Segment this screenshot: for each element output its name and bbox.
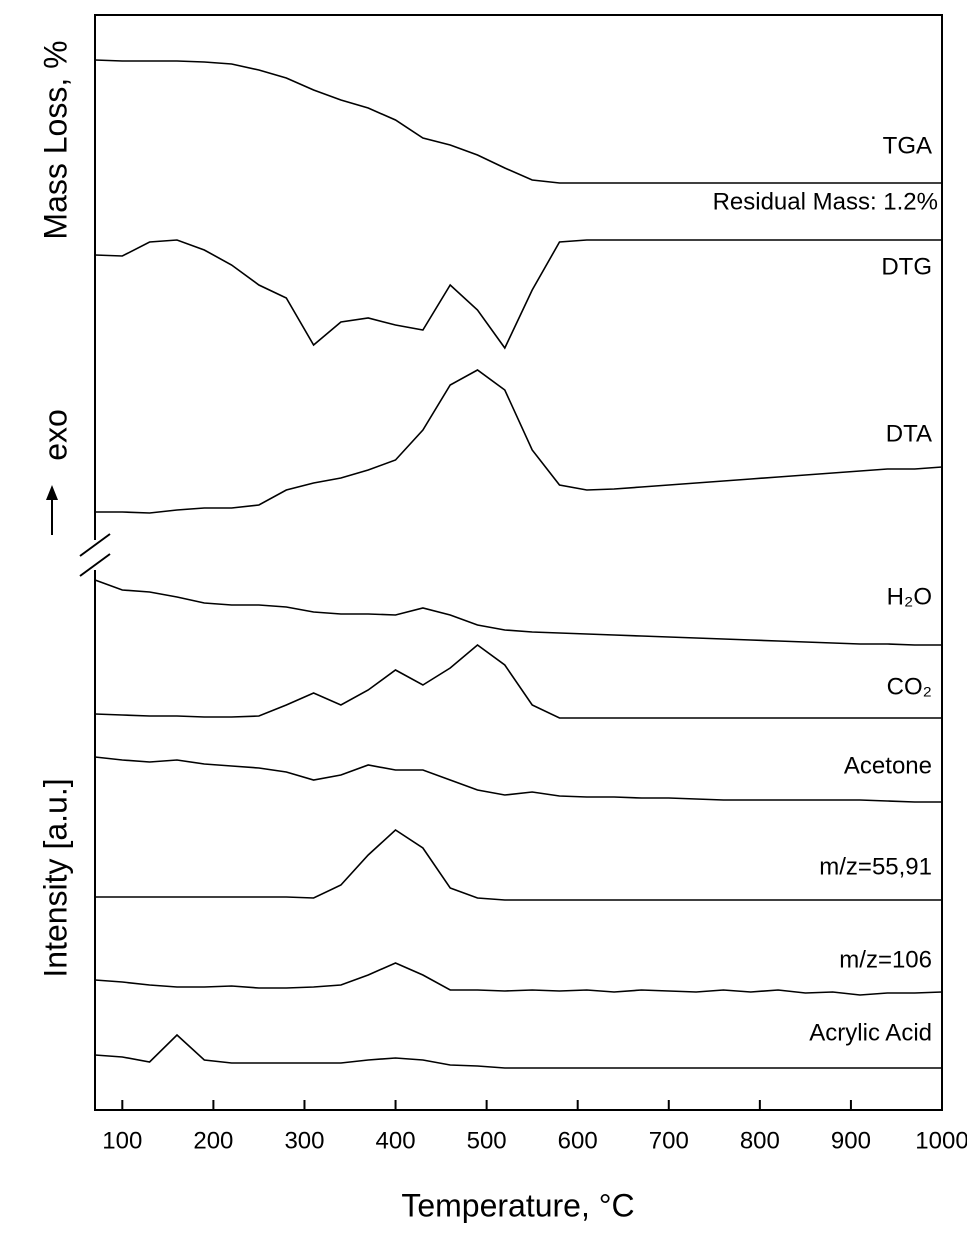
series-label: m/z=106	[839, 946, 932, 973]
x-tick-label: 200	[193, 1127, 233, 1154]
series-line	[94, 643, 942, 719]
series-label: DTA	[886, 420, 932, 447]
series-label: m/z=55,91	[819, 853, 932, 880]
x-tick-label: 500	[467, 1127, 507, 1154]
x-tick-label: 800	[740, 1127, 780, 1154]
series-line	[94, 579, 942, 646]
x-tick-label: 900	[831, 1127, 871, 1154]
x-tick-label: 1000	[915, 1127, 967, 1154]
annotation: Residual Mass: 1.2%	[713, 188, 938, 215]
axis-break	[79, 533, 111, 557]
series-label: CO₂	[887, 673, 932, 700]
x-tick-label: 400	[376, 1127, 416, 1154]
x-axis-title: Temperature, °C	[401, 1187, 634, 1223]
exo-arrow-head	[46, 485, 58, 500]
plot-frame	[94, 14, 943, 1111]
series-label: DTG	[881, 253, 932, 280]
x-tick-label: 600	[558, 1127, 598, 1154]
series-label: Acetone	[844, 752, 932, 779]
axis-break	[79, 553, 111, 577]
y-axis-title: Mass Loss, %	[37, 40, 73, 239]
series-label: TGA	[883, 132, 932, 159]
series-line	[95, 369, 943, 514]
x-tick-label: 300	[284, 1127, 324, 1154]
series-label: H₂O	[887, 583, 932, 610]
series-line	[95, 828, 942, 901]
y-axis-title: Intensity [a.u.]	[37, 778, 73, 977]
series-line	[94, 239, 942, 350]
series-line	[94, 1033, 942, 1069]
y-axis-title: exo	[37, 409, 73, 461]
series-label: Acrylic Acid	[809, 1019, 932, 1046]
x-tick-label: 100	[102, 1127, 142, 1154]
series-line	[94, 962, 943, 996]
x-tick-label: 700	[649, 1127, 689, 1154]
series-line	[94, 756, 942, 803]
series-line	[94, 59, 942, 184]
